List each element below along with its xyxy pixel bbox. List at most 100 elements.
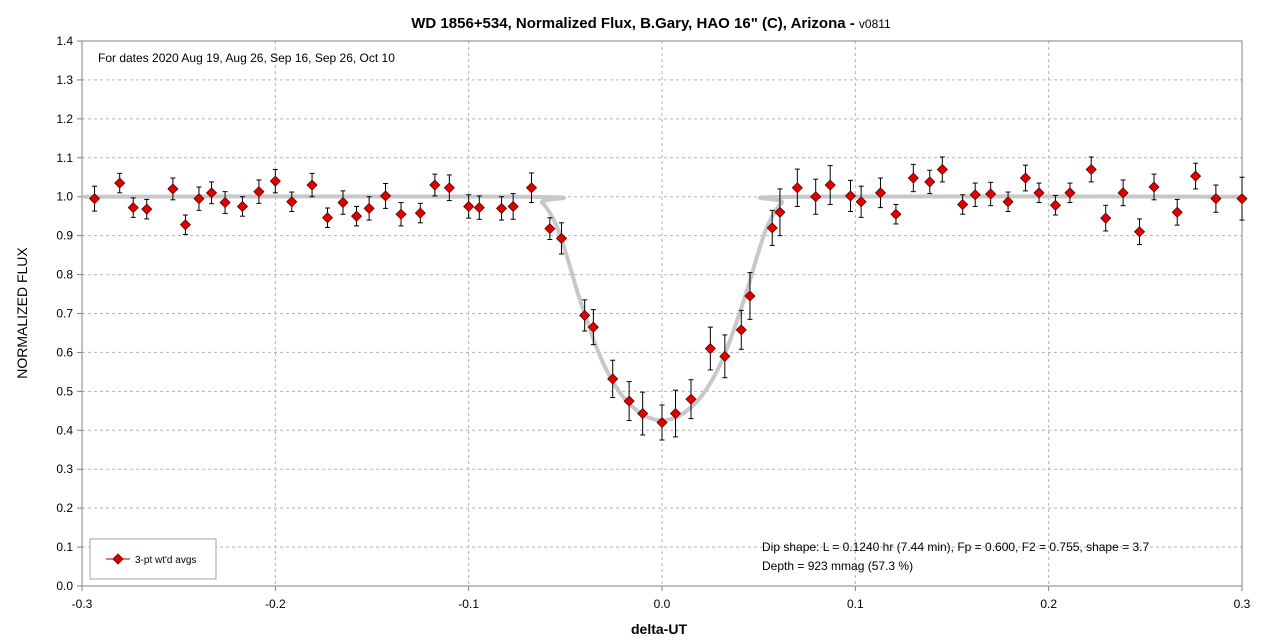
data-marker — [555, 232, 568, 244]
legend: 3-pt wt'd avgs — [89, 538, 217, 580]
data-marker — [719, 350, 731, 362]
data-marker — [844, 190, 857, 202]
data-marker — [395, 208, 407, 220]
data-marker — [414, 207, 426, 219]
data-point — [337, 190, 349, 215]
y-tick-label: 1.2 — [56, 112, 73, 126]
x-tick-label: 0.1 — [847, 597, 864, 611]
data-point — [824, 165, 836, 205]
data-point — [555, 222, 568, 255]
data-point — [463, 194, 475, 219]
data-marker — [685, 393, 697, 405]
data-marker — [969, 189, 981, 201]
data-point — [1117, 179, 1129, 207]
data-marker — [810, 191, 822, 203]
data-point — [167, 177, 179, 201]
data-marker — [1117, 187, 1129, 199]
data-point — [1190, 162, 1202, 190]
data-marker — [766, 222, 778, 234]
data-point — [306, 172, 318, 198]
data-marker — [587, 321, 599, 333]
data-point — [936, 156, 948, 183]
data-point — [985, 181, 997, 207]
data-point — [637, 391, 649, 436]
data-marker — [253, 186, 265, 198]
y-tick-label: 1.1 — [56, 151, 73, 165]
data-point — [363, 196, 375, 221]
data-marker — [774, 206, 786, 218]
data-point — [1049, 195, 1061, 216]
data-marker — [855, 196, 867, 208]
data-point — [507, 193, 519, 220]
y-tick-label: 0.9 — [56, 229, 73, 243]
data-point — [1019, 164, 1032, 192]
data-marker — [236, 200, 249, 213]
data-point — [1210, 184, 1222, 213]
data-marker — [669, 407, 682, 420]
y-tick-label: 1.3 — [56, 73, 73, 87]
y-tick-label: 0.6 — [56, 345, 73, 359]
data-marker — [321, 212, 334, 224]
data-marker — [127, 202, 139, 214]
data-marker — [205, 187, 218, 199]
legend-marker-icon — [112, 553, 124, 565]
data-point — [179, 214, 191, 235]
y-tick-label: 0.5 — [56, 384, 73, 398]
x-axis-label: delta-UT — [631, 621, 687, 637]
data-point — [525, 172, 538, 204]
y-tick-label: 0.4 — [56, 423, 73, 437]
data-marker — [1002, 196, 1014, 208]
data-point — [205, 181, 218, 205]
data-marker — [219, 196, 231, 209]
data-point — [874, 177, 887, 209]
data-marker — [495, 202, 508, 214]
data-marker — [363, 202, 375, 214]
data-marker — [1100, 212, 1112, 224]
data-points — [89, 156, 1248, 441]
data-marker — [637, 407, 649, 420]
data-marker — [507, 200, 519, 213]
data-marker — [579, 309, 591, 322]
y-tick-label: 1.0 — [56, 190, 73, 204]
data-point — [735, 309, 747, 350]
data-point — [141, 198, 153, 220]
data-marker — [269, 175, 281, 187]
y-tick-label: 1.4 — [56, 34, 73, 48]
data-point — [114, 172, 126, 194]
data-point — [607, 359, 619, 399]
chart-title: WD 1856+534, Normalized Flux, B.Gary, HA… — [411, 15, 891, 32]
x-tick-label: 0.0 — [654, 597, 671, 611]
data-marker — [443, 182, 455, 194]
data-point — [1133, 218, 1146, 246]
data-point — [321, 207, 334, 228]
data-marker — [379, 190, 392, 202]
data-point — [774, 188, 786, 237]
data-marker — [936, 163, 948, 176]
data-point — [1100, 204, 1112, 232]
data-point — [844, 179, 857, 213]
data-point — [395, 202, 407, 227]
data-marker — [1190, 170, 1202, 182]
data-point — [219, 191, 231, 214]
legend-label: 3-pt wt'd avgs — [135, 555, 196, 566]
data-marker — [744, 290, 756, 302]
data-marker — [1148, 181, 1160, 193]
data-marker — [463, 200, 475, 213]
data-marker — [544, 223, 556, 235]
data-point — [1085, 156, 1097, 183]
data-marker — [656, 416, 668, 429]
depth-annotation: Depth = 923 mmag (57.3 %) — [762, 559, 913, 573]
data-point — [495, 196, 508, 221]
data-point — [127, 197, 139, 218]
data-marker — [525, 182, 538, 194]
data-marker — [306, 179, 318, 191]
data-marker — [824, 179, 836, 191]
data-marker — [735, 324, 747, 336]
data-point — [669, 389, 682, 438]
data-point — [685, 379, 697, 420]
data-point — [1236, 176, 1248, 221]
data-point — [924, 169, 936, 195]
data-point — [623, 381, 635, 422]
data-marker — [957, 198, 969, 211]
data-point — [890, 204, 902, 225]
